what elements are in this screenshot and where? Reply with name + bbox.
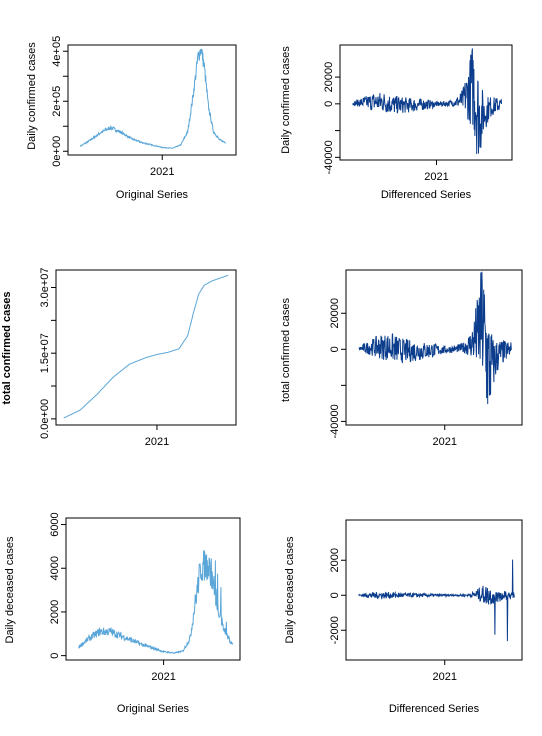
series-line-p6 [358,559,515,642]
y-axis-label: Daily confirmed cases [26,42,38,150]
x-axis-label: Differenced Series [381,189,472,201]
y-tick-label: 2000 [49,600,61,624]
x-tick-label: 2021 [432,436,456,448]
y-tick-label: 1.5e+07 [39,333,51,373]
y-axis-label: Daily deceased cases [284,536,296,644]
x-tick-label: 2021 [151,671,175,683]
plot-frame [67,44,237,156]
y-tick-label: 0 [329,592,341,598]
y-tick-label: -2000 [329,616,341,644]
x-axis-label: Original Series [116,189,189,201]
x-tick-label: 2021 [432,671,456,683]
y-axis-label: Daily confirmed cases [280,46,292,154]
y-tick-label: 0.0e+00 [39,399,51,439]
plot-frame [339,44,513,161]
y-tick-label: 2000 [329,548,341,572]
plot-frame [65,517,241,661]
y-tick-label: 0 [49,653,61,659]
y-tick-label: 20000 [323,62,335,93]
panel-p2: -40000 0 20000 2021 Daily confirmed cases Dif… [280,44,513,201]
y-tick-label: 4e+05 [51,36,63,67]
x-tick-label: 2021 [150,166,174,178]
x-axis-label: Original Series [117,703,190,715]
y-axis-label: Daily deceased cases [4,536,16,644]
y-axis-label: total confirmed cases [280,298,292,402]
panel-p4: -40000 0 20000 2021 total confirmed cases [280,269,523,448]
y-tick-label: 0e+00 [51,136,63,167]
y-tick-label: 20000 [329,298,341,329]
panel-p1: 0e+00 2e+05 4e+05 2021 Daily confirmed cases… [26,36,237,201]
series-line-p1 [79,48,227,149]
y-tick-label: 0 [323,101,335,107]
series-line-p5 [78,550,234,654]
y-tick-label: 0 [329,346,341,352]
y-tick-label: -40000 [329,404,341,438]
series-line-p2 [352,48,502,155]
y-tick-label: 4000 [49,556,61,580]
plot-frame [55,269,237,426]
series-line-p3 [63,274,229,419]
y-tick-label: 3.0e+07 [39,267,51,307]
panel-p6: -2000 0 2000 2021 Daily deceased cases Differ… [284,519,523,715]
panel-p3: 0.0e+00 1.5e+07 3.0e+07 2021 total confirmed… [1,267,237,448]
series-line-p4 [358,271,512,405]
panel-p5: 0 2000 4000 6000 2021 Daily deceased cases Ori… [4,512,241,715]
y-tick-label: -40000 [323,140,335,174]
y-tick-label: 2e+05 [51,86,63,117]
x-tick-label: 2021 [424,171,448,183]
plot-frame [345,519,523,661]
x-tick-label: 2021 [145,436,169,448]
y-axis-label: total confirmed cases [1,291,13,404]
y-tick-label: 6000 [49,512,61,536]
x-axis-label: Differenced Series [389,703,480,715]
plot-frame [345,269,523,426]
